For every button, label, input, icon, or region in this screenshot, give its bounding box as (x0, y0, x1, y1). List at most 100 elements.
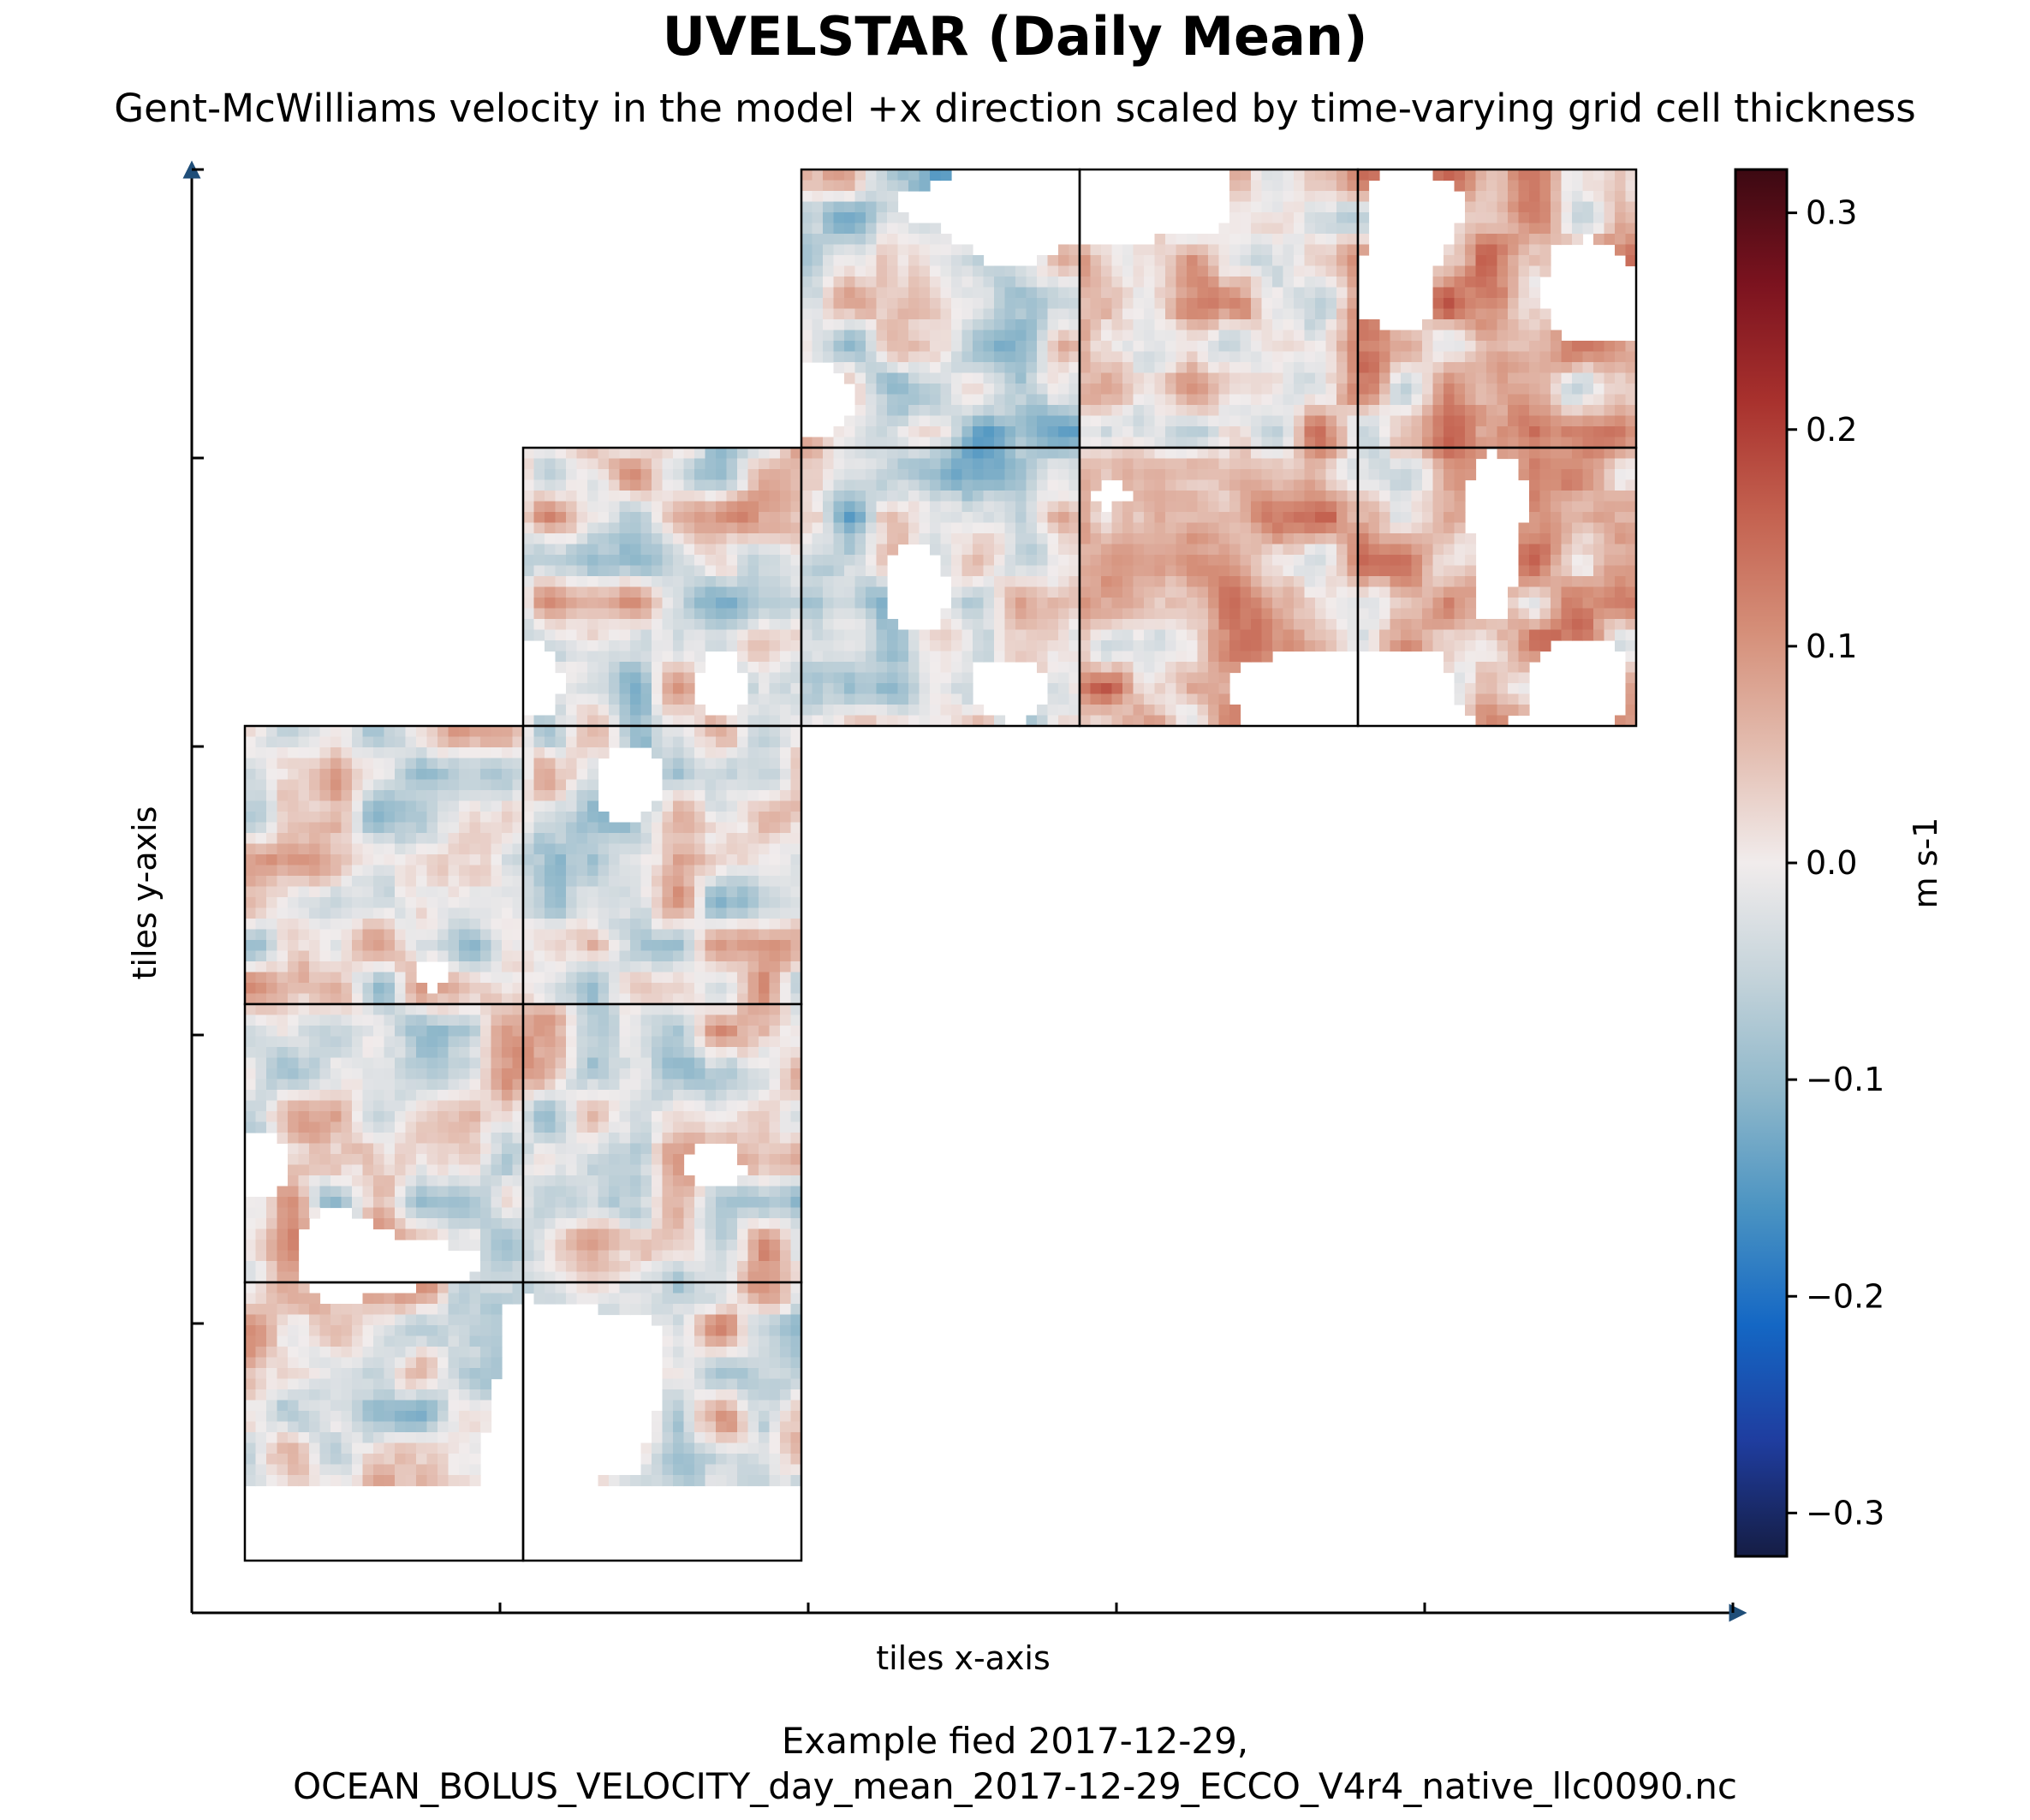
heatmap-cell (1315, 384, 1327, 396)
heatmap-cell (854, 341, 866, 353)
heatmap-cell (983, 522, 995, 534)
heatmap-cell (919, 437, 931, 449)
heatmap-cell (1218, 715, 1230, 727)
heatmap-cell (619, 640, 631, 652)
heatmap-cell (1551, 351, 1563, 363)
heatmap-cell (1315, 372, 1327, 384)
heatmap-cell (983, 372, 995, 384)
heatmap-cell (705, 790, 717, 802)
heatmap-cell (1497, 437, 1509, 449)
heatmap-cell (833, 715, 845, 727)
heatmap-cell (1325, 180, 1337, 192)
heatmap-cell (1272, 555, 1284, 567)
heatmap-cell (459, 779, 471, 791)
heatmap-cell (737, 843, 749, 855)
heatmap-cell (951, 458, 963, 470)
heatmap-cell (609, 598, 621, 610)
heatmap-cell (1486, 277, 1498, 288)
heatmap-cell (245, 790, 257, 802)
heatmap-cell (1615, 437, 1627, 449)
heatmap-cell (1122, 715, 1134, 727)
heatmap-cell (1176, 672, 1188, 684)
heatmap-cell (1208, 384, 1220, 396)
heatmap-cell (737, 608, 749, 620)
heatmap-cell (1368, 608, 1380, 620)
heatmap-cell (1133, 705, 1145, 717)
heatmap-cell (1187, 651, 1199, 663)
heatmap-cell (1240, 555, 1252, 567)
heatmap-cell (876, 598, 888, 610)
heatmap-cell (1529, 576, 1541, 588)
heatmap-cell (523, 886, 535, 898)
heatmap-cell (1336, 437, 1348, 449)
heatmap-cell (705, 501, 717, 513)
heatmap-cell (587, 533, 599, 545)
heatmap-cell (630, 736, 642, 748)
heatmap-cell (823, 234, 835, 246)
heatmap-cell (1015, 469, 1027, 481)
heatmap-cell (1197, 234, 1209, 246)
heatmap-cell (652, 876, 664, 888)
heatmap-cell (919, 415, 931, 427)
heatmap-cell (1197, 586, 1209, 598)
heatmap-cell (1037, 662, 1049, 674)
heatmap-cell (1026, 458, 1038, 470)
heatmap-cell (897, 458, 909, 470)
heatmap-cell (384, 854, 396, 866)
heatmap-cell (1347, 608, 1359, 620)
heatmap-cell (266, 972, 278, 984)
heatmap-cell (854, 201, 866, 213)
heatmap-cell (1539, 223, 1551, 235)
heatmap-cell (1144, 555, 1156, 567)
heatmap-cell (255, 812, 267, 824)
heatmap-cell (416, 929, 428, 941)
heatmap-cell (940, 341, 952, 353)
heatmap-cell (1411, 608, 1423, 620)
heatmap-cell (951, 298, 963, 310)
heatmap-cell (1026, 479, 1038, 491)
heatmap-cell (747, 469, 759, 481)
heatmap-cell (523, 522, 535, 534)
heatmap-cell (823, 277, 835, 288)
heatmap-cell (1539, 619, 1551, 631)
heatmap-cell (1325, 298, 1337, 310)
heatmap-cell (1582, 223, 1594, 235)
heatmap-cell (1315, 415, 1327, 427)
heatmap-cell (555, 812, 567, 824)
heatmap-cell (502, 919, 514, 931)
heatmap-cell (426, 843, 438, 855)
heatmap-cell (512, 886, 524, 898)
heatmap-cell (769, 790, 781, 802)
heatmap-cell (1444, 458, 1456, 470)
heatmap-cell (716, 843, 728, 855)
heatmap-cell (341, 779, 353, 791)
heatmap-cell (1208, 287, 1220, 299)
heatmap-cell (973, 298, 985, 310)
heatmap-cell (1154, 491, 1166, 503)
heatmap-cell (1090, 640, 1102, 652)
heatmap-cell (1122, 533, 1134, 545)
heatmap-cell (1422, 341, 1434, 353)
heatmap-cell (716, 576, 728, 588)
heatmap-cell (502, 876, 514, 888)
heatmap-cell (555, 576, 567, 588)
heatmap-cell (1208, 672, 1220, 684)
heatmap-cell (545, 544, 557, 556)
heatmap-cell (854, 640, 866, 652)
heatmap-cell (491, 833, 503, 845)
heatmap-cell (844, 619, 856, 631)
heatmap-cell (459, 758, 471, 770)
heatmap-cell (759, 726, 771, 738)
heatmap-cell (1561, 544, 1573, 556)
heatmap-cell (1486, 715, 1498, 727)
heatmap-cell (459, 736, 471, 748)
heatmap-cell (844, 522, 856, 534)
heatmap-cell (854, 351, 866, 363)
heatmap-cell (555, 715, 567, 727)
heatmap-cell (1004, 640, 1016, 652)
heatmap-cell (1037, 458, 1049, 470)
heatmap-cell (1261, 277, 1273, 288)
heatmap-cell (1379, 341, 1391, 353)
heatmap-cell (705, 843, 717, 855)
heatmap-cell (1358, 394, 1370, 406)
